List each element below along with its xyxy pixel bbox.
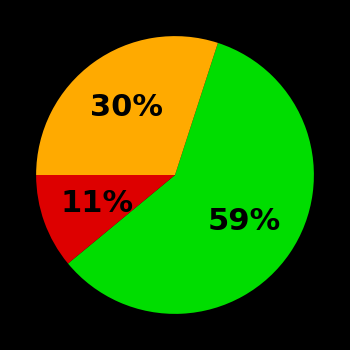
Wedge shape: [36, 175, 175, 264]
Wedge shape: [36, 36, 218, 175]
Text: 30%: 30%: [90, 93, 162, 122]
Text: 11%: 11%: [60, 189, 133, 218]
Wedge shape: [68, 43, 314, 314]
Text: 59%: 59%: [207, 207, 281, 236]
